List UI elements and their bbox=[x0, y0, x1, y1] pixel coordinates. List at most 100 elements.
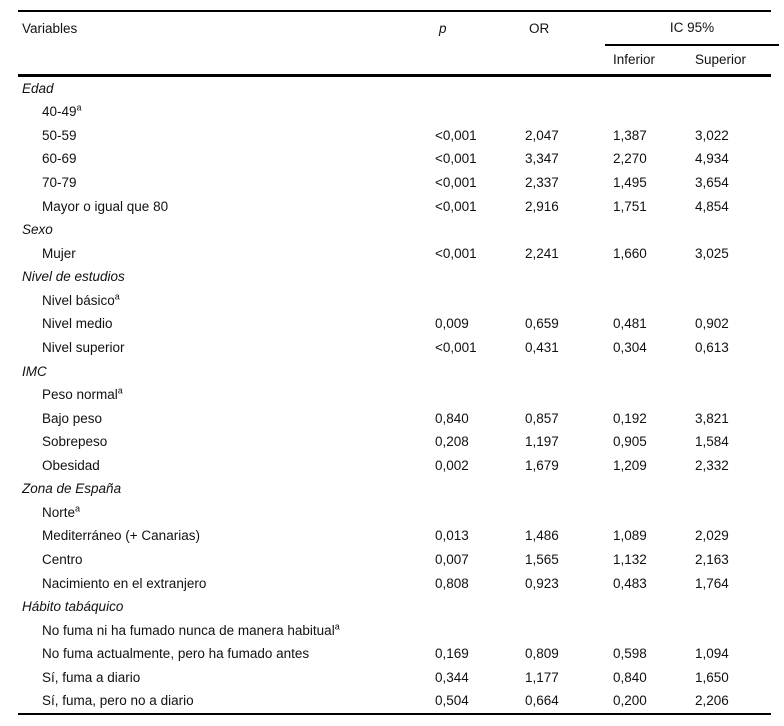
cell-p: <0,001 bbox=[435, 198, 477, 214]
table-row: Obesidad 0,002 1,679 1,209 2,332 bbox=[18, 454, 771, 478]
column-header-or: OR bbox=[529, 21, 550, 36]
cell-superior: 1,650 bbox=[695, 669, 729, 685]
cell-inferior: 1,209 bbox=[613, 457, 647, 473]
cell-p: 0,808 bbox=[435, 575, 469, 591]
variable-label: Nivel superior bbox=[18, 340, 435, 355]
table-row: Mujer <0,001 2,241 1,660 3,025 bbox=[18, 241, 771, 265]
variable-label-text: Nivel superior bbox=[42, 339, 125, 355]
table-bottom-rule bbox=[18, 712, 771, 715]
variable-label: Sí, fuma, pero no a diario bbox=[18, 693, 435, 708]
variable-label: Mayor o igual que 80 bbox=[18, 199, 435, 214]
variable-label: Peso normala bbox=[18, 385, 435, 402]
cell-or: 1,679 bbox=[525, 457, 559, 473]
variable-label-text: Norte bbox=[42, 504, 76, 520]
table-row: Mediterráneo (+ Canarias) 0,013 1,486 1,089… bbox=[18, 524, 771, 548]
variable-label-text: Nivel de estudios bbox=[22, 269, 125, 285]
variable-label-text: Nacimiento en el extranjero bbox=[42, 575, 207, 591]
variable-label-text: Mujer bbox=[42, 245, 76, 261]
cell-inferior: 1,132 bbox=[613, 552, 647, 568]
table-row: Hábito tabáquico bbox=[18, 595, 771, 619]
variable-label-text: 40-49 bbox=[42, 104, 77, 120]
table-row: Nivel de estudios bbox=[18, 265, 771, 289]
cell-inferior: 1,751 bbox=[613, 198, 647, 214]
table-row: Sí, fuma, pero no a diario 0,504 0,664 0,20… bbox=[18, 689, 771, 713]
variable-label: Nortea bbox=[18, 503, 435, 520]
cell-p: 0,840 bbox=[435, 410, 469, 426]
variable-label-text: Mayor o igual que 80 bbox=[42, 198, 169, 214]
cell-superior: 2,332 bbox=[695, 457, 729, 473]
variable-label: 50-59 bbox=[18, 128, 435, 143]
cell-p: 0,009 bbox=[435, 316, 469, 332]
regression-results-table: Variables p OR IC 95% Inferior Superior … bbox=[18, 10, 779, 715]
reference-category-marker: a bbox=[76, 102, 82, 113]
variable-group-label: Sexo bbox=[18, 222, 435, 237]
cell-superior: 1,094 bbox=[695, 646, 729, 662]
cell-p: <0,001 bbox=[435, 339, 477, 355]
variable-label-text: IMC bbox=[22, 363, 47, 379]
variable-label-text: Bajo peso bbox=[42, 410, 103, 426]
cell-superior: 4,934 bbox=[695, 151, 729, 167]
cell-inferior: 0,200 bbox=[613, 693, 647, 709]
table-row: 70-79 <0,001 2,337 1,495 3,654 bbox=[18, 171, 771, 195]
column-header-ic95-group: IC 95% bbox=[605, 11, 779, 46]
table-row: IMC bbox=[18, 359, 771, 383]
table-row: No fuma actualmente, pero ha fumado ante… bbox=[18, 642, 771, 666]
table-row: Zona de España bbox=[18, 477, 771, 501]
variable-label: Sí, fuma a diario bbox=[18, 670, 435, 685]
cell-or: 2,047 bbox=[525, 127, 559, 143]
cell-p: <0,001 bbox=[435, 245, 477, 261]
reference-category-marker: a bbox=[75, 503, 81, 514]
table-row: Nortea bbox=[18, 501, 771, 525]
cell-p: 0,169 bbox=[435, 646, 469, 662]
variable-label: Mujer bbox=[18, 246, 435, 261]
variable-label: Nivel básicoa bbox=[18, 291, 435, 308]
column-header-inferior: Inferior bbox=[613, 52, 656, 67]
variable-label-text: Nivel medio bbox=[42, 316, 113, 332]
table-body: Edad 40-49a 50-59 <0,001 2,047 1,387 3,022 60-6… bbox=[18, 77, 771, 713]
variable-label-text: Hábito tabáquico bbox=[22, 599, 124, 615]
table-row: Peso normala bbox=[18, 383, 771, 407]
column-header-p: p bbox=[439, 21, 447, 36]
table-top-rule bbox=[18, 10, 771, 12]
cell-superior: 2,206 bbox=[695, 693, 729, 709]
variable-label: No fuma ni ha fumado nunca de manera hab… bbox=[18, 622, 435, 638]
cell-or: 0,809 bbox=[525, 646, 559, 662]
variable-label-text: 60-69 bbox=[42, 151, 77, 167]
table-row: Nivel medio 0,009 0,659 0,481 0,902 bbox=[18, 312, 771, 336]
cell-superior: 3,022 bbox=[695, 127, 729, 143]
variable-label-text: 50-59 bbox=[42, 127, 77, 143]
cell-superior: 1,584 bbox=[695, 434, 729, 450]
variable-group-label: Zona de España bbox=[18, 481, 435, 496]
cell-p: <0,001 bbox=[435, 151, 477, 167]
table-row: No fuma ni ha fumado nunca de manera hab… bbox=[18, 618, 771, 642]
cell-inferior: 1,495 bbox=[613, 175, 647, 191]
cell-inferior: 0,483 bbox=[613, 575, 647, 591]
variable-label-text: Sexo bbox=[22, 222, 53, 238]
variable-label: Sobrepeso bbox=[18, 434, 435, 449]
variable-label-text: 70-79 bbox=[42, 175, 77, 191]
variable-label-text: Sobrepeso bbox=[42, 434, 108, 450]
cell-inferior: 0,905 bbox=[613, 434, 647, 450]
variable-label: Bajo peso bbox=[18, 411, 435, 426]
cell-superior: 2,029 bbox=[695, 528, 729, 544]
cell-superior: 1,764 bbox=[695, 575, 729, 591]
cell-or: 0,923 bbox=[525, 575, 559, 591]
cell-inferior: 1,089 bbox=[613, 528, 647, 544]
cell-inferior: 0,598 bbox=[613, 646, 647, 662]
cell-superior: 3,654 bbox=[695, 175, 729, 191]
header-separator-rule bbox=[18, 74, 771, 77]
cell-superior: 2,163 bbox=[695, 552, 729, 568]
variable-label: Centro bbox=[18, 552, 435, 567]
variable-group-label: Hábito tabáquico bbox=[18, 599, 435, 614]
variable-label: 40-49a bbox=[18, 102, 435, 120]
variable-label-text: Centro bbox=[42, 552, 83, 568]
reference-category-marker: a bbox=[114, 291, 120, 302]
table-row: Sí, fuma a diario 0,344 1,177 0,840 1,650 bbox=[18, 666, 771, 690]
reference-category-marker: a bbox=[117, 385, 123, 396]
cell-inferior: 0,192 bbox=[613, 410, 647, 426]
table-row: Bajo peso 0,840 0,857 0,192 3,821 bbox=[18, 406, 771, 430]
table-row: 60-69 <0,001 3,347 2,270 4,934 bbox=[18, 147, 771, 171]
cell-inferior: 1,660 bbox=[613, 245, 647, 261]
cell-inferior: 2,270 bbox=[613, 151, 647, 167]
variable-label: Nacimiento en el extranjero bbox=[18, 576, 435, 591]
